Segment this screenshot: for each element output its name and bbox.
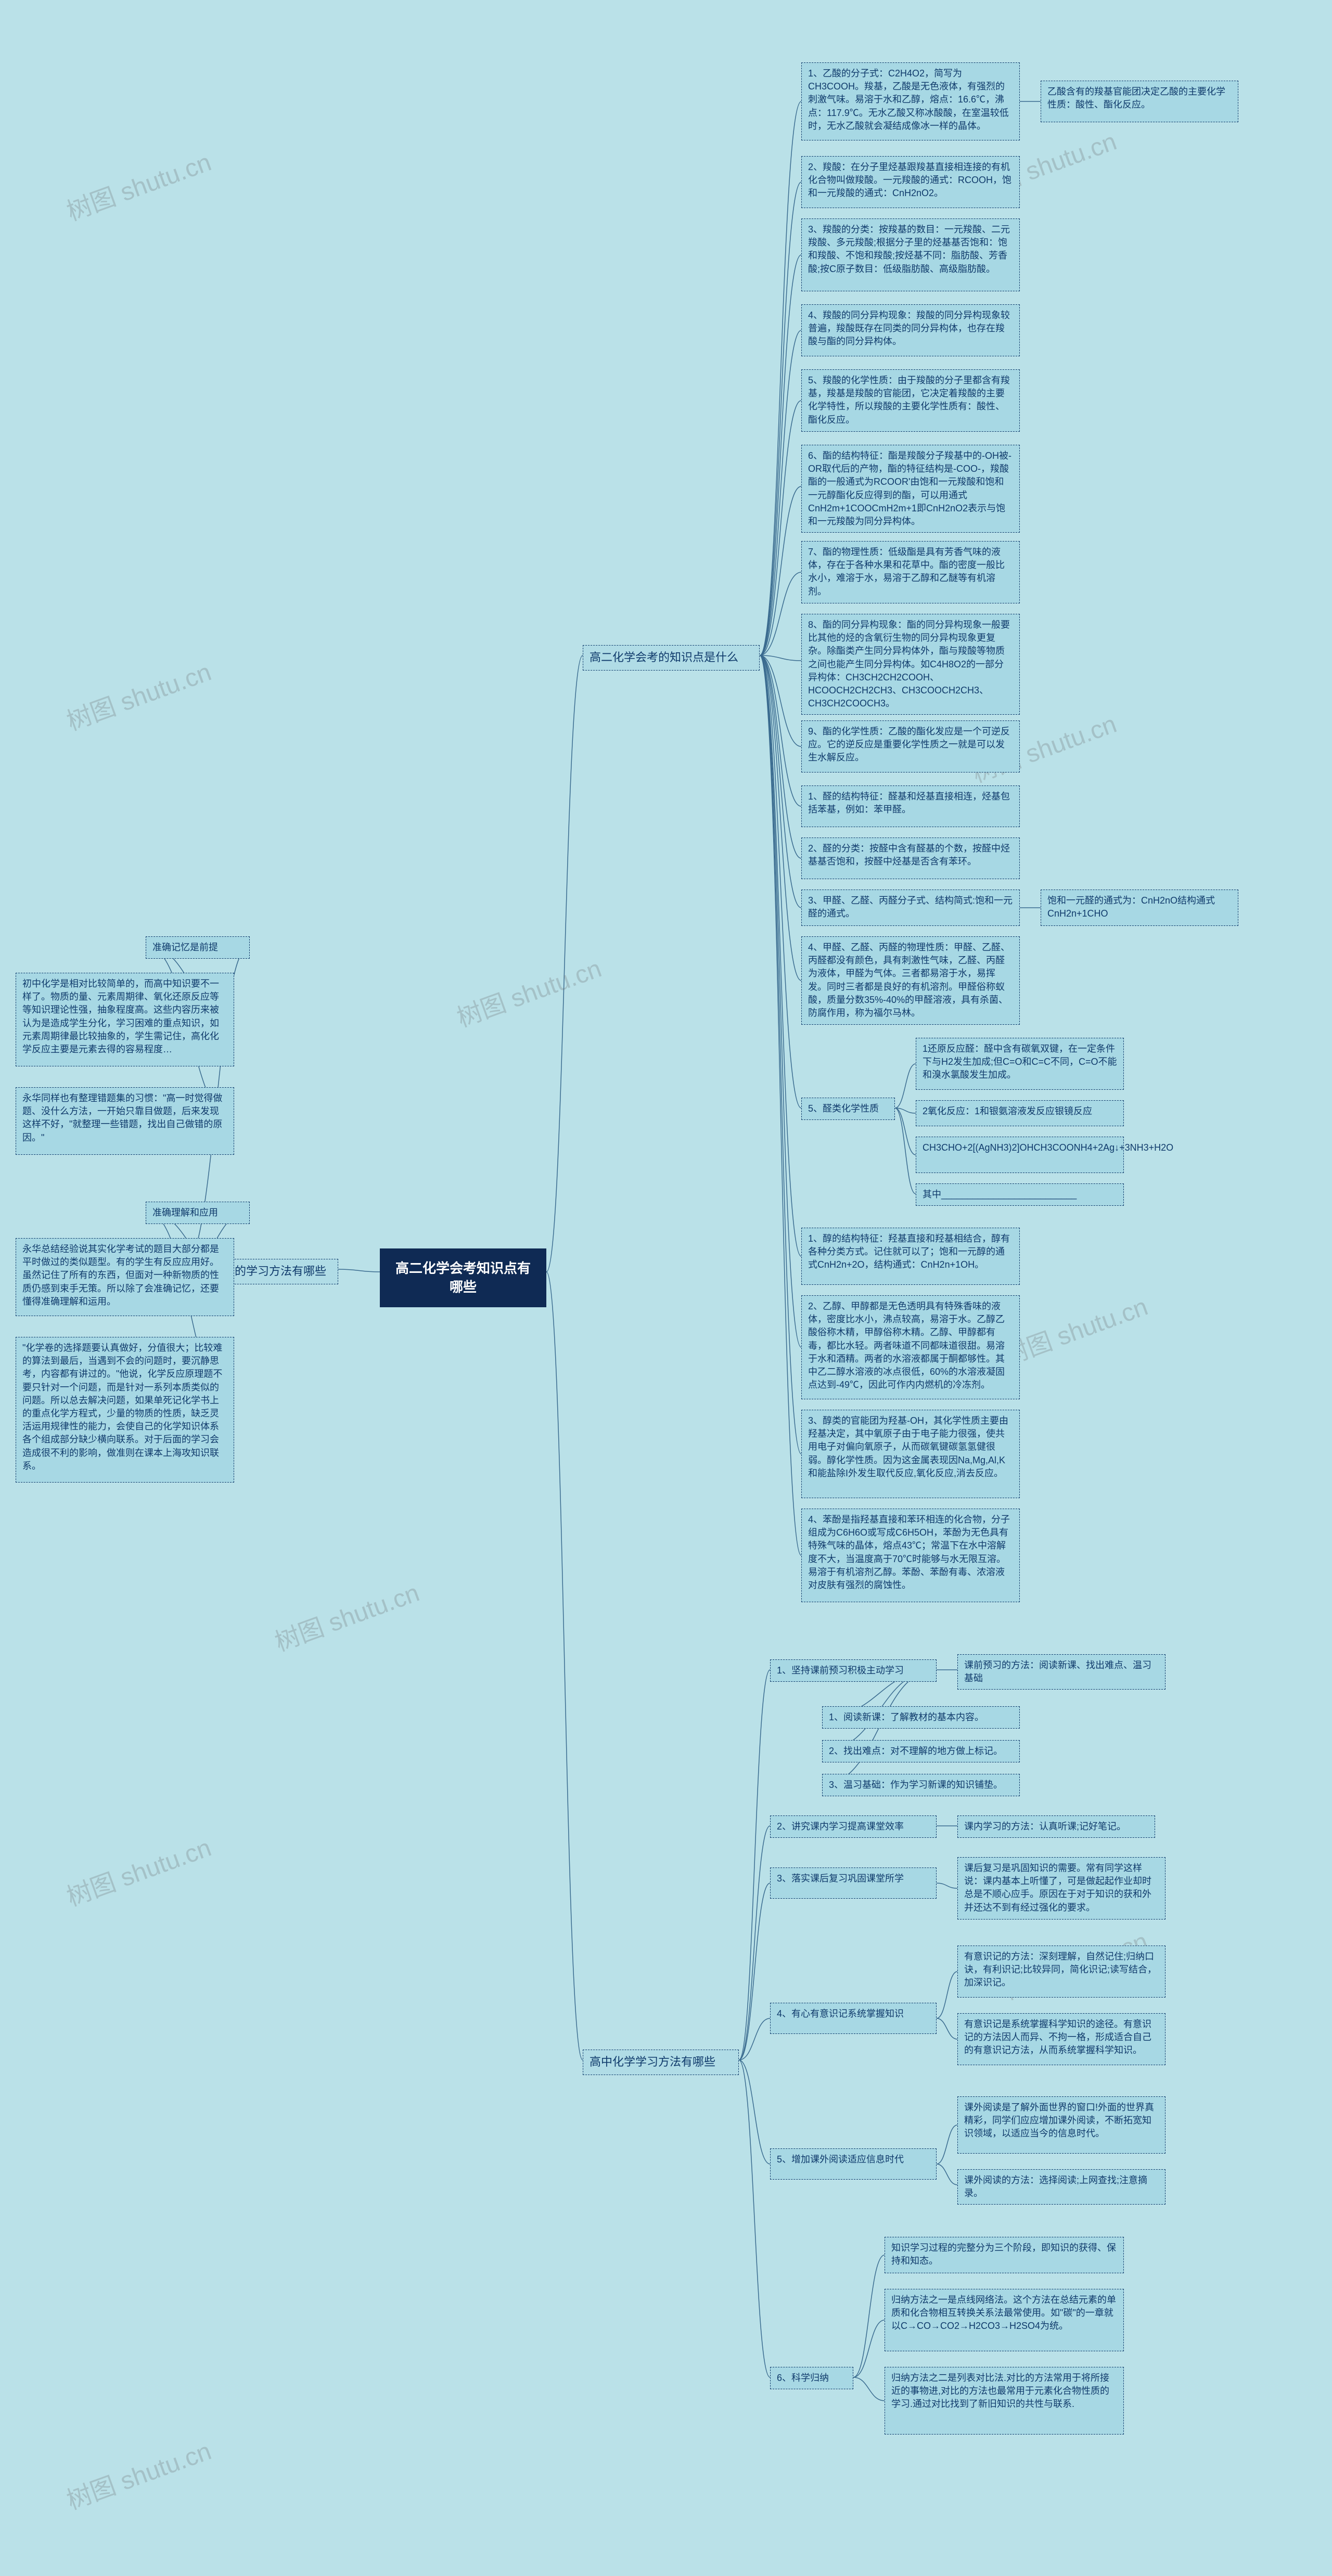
r1-child: CH3CHO+2[(AgNH3)2]OHCH3COONH4+2Ag↓+3NH3+… (916, 1137, 1124, 1173)
r2-side: 课后复习是巩固知识的需要。常有同学这样说：课内基本上听懂了，可是做起起作业却时总… (957, 1857, 1166, 1920)
r1-item: 3、羧酸的分类：按羧基的数目：一元羧酸、二元羧酸、多元羧酸;根据分子里的烃基基否… (801, 218, 1020, 291)
left-leaf: 永华同样也有整理错题集的习惯："高一时觉得做题、没什么方法，一开始只靠目做题，后… (16, 1087, 234, 1155)
r2-item: 1、坚持课前预习积极主动学习 (770, 1659, 937, 1682)
r2-child: 归纳方法之一是点线网络法。这个方法在总结元素的单质和化合物相互转换关系法最常使用… (885, 2289, 1124, 2351)
r2-main: 高中化学学习方法有哪些 (583, 2050, 739, 2075)
watermark: 树图 shutu.cn (61, 141, 215, 227)
r2-child: 课外阅读是了解外面世界的窗口!外面的世界真精彩，同学们应应增加课外阅读，不断拓宽… (957, 2096, 1166, 2154)
watermark: 树图 shutu.cn (61, 1827, 215, 1913)
r2-item: 2、讲究课内学习提高课堂效率 (770, 1815, 937, 1838)
r2-child: 1、阅读新课：了解教材的基本内容。 (822, 1706, 1020, 1729)
r1-item: 6、酯的结构特征：酯是羧酸分子羧基中的-OH被-OR取代后的产物，酯的特征结构是… (801, 445, 1020, 533)
r1-item: 3、甲醛、乙醛、丙醛分子式、结构简式:饱和一元醛的通式。 (801, 890, 1020, 926)
r1-child: 其中__________________________ (916, 1183, 1124, 1206)
r2-child: 课外阅读的方法：选择阅读;上网查找;注意摘录。 (957, 2169, 1166, 2205)
r1-item: 5、醛类化学性质 (801, 1098, 895, 1120)
r1-side: 乙酸含有的羧基官能团决定乙酸的主要化学性质：酸性、酯化反应。 (1041, 81, 1238, 122)
left-leaf: 永华总结经验说其实化学考试的题目大部分都是平时做过的类似题型。有的学生有反应应用… (16, 1238, 234, 1316)
left-sub: 准确理解和应用 (146, 1202, 250, 1224)
left-leaf: "化学卷的选择题要认真做好，分值很大；比较难的算法到最后，当遇到不会的问题时，要… (16, 1337, 234, 1483)
r1-item: 8、酯的同分异构现象：酯的同分异构现象一般要比其他的烃的含氧衍生物的同分异构现象… (801, 614, 1020, 715)
r1-item: 2、醛的分类：按醛中含有醛基的个数，按醛中烃基基否饱和，按醛中烃基是否含有苯环。 (801, 838, 1020, 879)
r2-child: 有意识记是系统掌握科学知识的途径。有意识记的方法因人而异、不拘一格，形成适合自己… (957, 2013, 1166, 2065)
r1-item: 2、乙醇、甲醇都是无色透明具有特殊香味的液体，密度比水小，沸点较高，易溶于水。乙… (801, 1295, 1020, 1399)
r2-item: 6、科学归纳 (770, 2367, 853, 2389)
r1-item: 1、乙酸的分子式：C2H4O2，简写为CH3COOH。羧基，乙酸是无色液体，有强… (801, 62, 1020, 140)
r1-item: 4、甲醛、乙醛、丙醛的物理性质：甲醛、乙醛、丙醛都没有颜色，具有刺激性气味，乙醛… (801, 936, 1020, 1025)
watermark: 树图 shutu.cn (451, 948, 606, 1034)
r1-item: 1、醇的结构特征：羟基直接和羟基相结合，醇有各种分类方式。记住就可以了；饱和一元… (801, 1228, 1020, 1285)
r1-item: 7、酯的物理性质：低级酯是具有芳香气味的液体，存在于各种水果和花草中。酯的密度一… (801, 541, 1020, 603)
r2-item: 3、落实课后复习巩固课堂所学 (770, 1867, 937, 1899)
r1-item: 5、羧酸的化学性质：由于羧酸的分子里都含有羧基，羧基是羧酸的官能团，它决定着羧酸… (801, 369, 1020, 432)
watermark: 树图 shutu.cn (997, 1286, 1152, 1372)
r1-item: 4、苯酚是指羟基直接和苯环相连的化合物，分子组成为C6H6O或写成C6H5OH，… (801, 1509, 1020, 1602)
r1-item: 1、醛的结构特征：醛基和烃基直接相连，烃基包括苯基，例如：苯甲醛。 (801, 785, 1020, 827)
r2-side: 课前预习的方法：阅读新课、找出难点、温习基础 (957, 1654, 1166, 1690)
r2-child: 有意识记的方法：深刻理解，自然记住;归纳口诀，有利识记;比较异同，简化识记;读写… (957, 1946, 1166, 1998)
r1-item: 2、羧酸：在分子里烃基跟羧基直接相连接的有机化合物叫做羧酸。一元羧酸的通式：RC… (801, 156, 1020, 208)
r2-child: 知识学习过程的完整分为三个阶段，即知识的获得、保持和知态。 (885, 2237, 1124, 2273)
r2-child: 3、温习基础：作为学习新课的知识铺垫。 (822, 1774, 1020, 1796)
r1-item: 3、醇类的官能团为羟基-OH，其化学性质主要由羟基决定，其中氧原子由于电子能力很… (801, 1410, 1020, 1498)
watermark: 树图 shutu.cn (61, 2430, 215, 2516)
r1-item: 9、酯的化学性质：乙酸的酯化发应是一个可逆反应。它的逆反应是重要化学性质之一就是… (801, 720, 1020, 772)
left-sub: 准确记忆是前提 (146, 936, 250, 959)
r2-side: 课内学习的方法：认真听课;记好笔记。 (957, 1815, 1155, 1838)
left-leaf: 初中化学是相对比较简单的，而高中知识要不一样了。物质的量、元素周期律、氧化还原反… (16, 973, 234, 1066)
watermark: 树图 shutu.cn (61, 651, 215, 737)
r2-child: 2、找出难点：对不理解的地方做上标记。 (822, 1740, 1020, 1762)
r2-item: 4、有心有意识记系统掌握知识 (770, 2003, 937, 2034)
r1-side: 饱和一元醛的通式为：CnH2nO结构通式CnH2n+1CHO (1041, 890, 1238, 926)
watermark: 树图 shutu.cn (269, 1572, 424, 1658)
r2-item: 5、增加课外阅读适应信息时代 (770, 2148, 937, 2180)
r2-child: 归纳方法之二是列表对比法.对比的方法常用于将所接近的事物进,对比的方法也最常用于… (885, 2367, 1124, 2435)
r1-child: 2氧化反应：1和银氨溶液发反应银镜反应 (916, 1100, 1124, 1126)
r1-main: 高二化学会考的知识点是什么 (583, 645, 760, 671)
root-node: 高二化学会考知识点有哪些 (380, 1248, 546, 1307)
r1-child: 1还原反应醛：醛中含有碳氧双键，在一定条件下与H2发生加成;但C=O和C=C不同… (916, 1038, 1124, 1090)
r1-item: 4、羧酸的同分异构现象：羧酸的同分异构现象较普遍，羧酸既存在同类的同分异构体，也… (801, 304, 1020, 356)
